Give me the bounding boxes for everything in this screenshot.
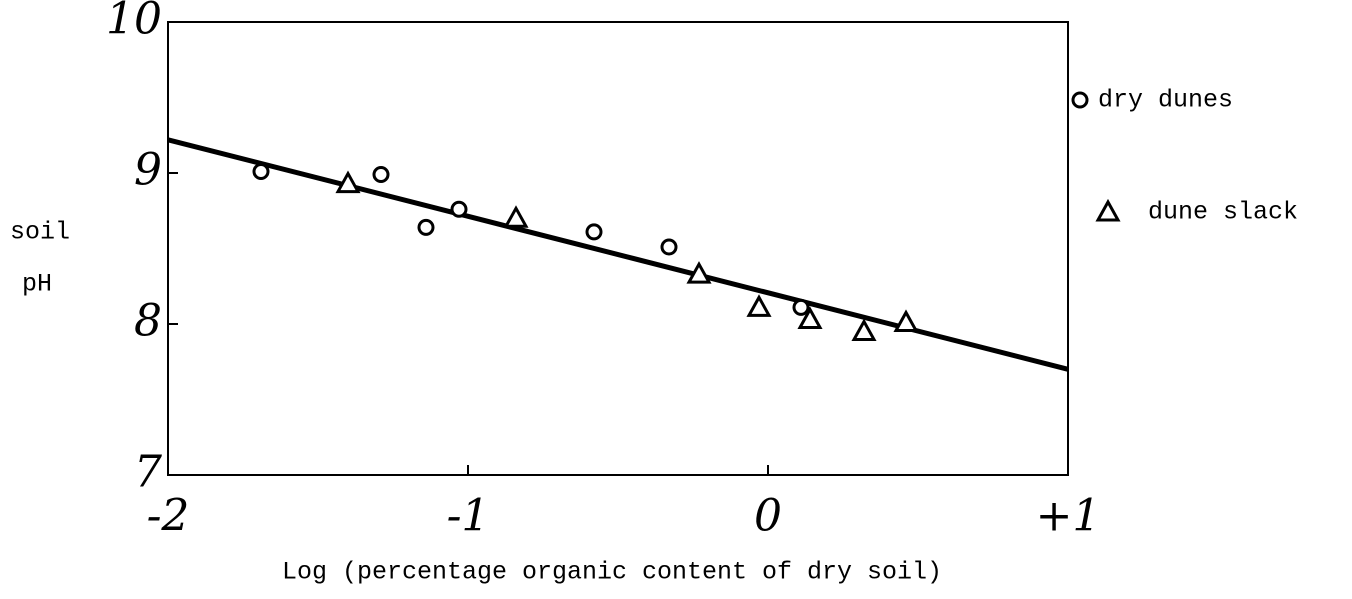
point	[851, 318, 877, 342]
point	[686, 261, 712, 284]
x-tick-label: +1	[1036, 491, 1101, 542]
y-tick-label: 9	[134, 145, 162, 196]
point	[746, 294, 772, 317]
point	[792, 298, 810, 316]
point	[252, 162, 270, 180]
point	[893, 309, 919, 332]
y-axis-label: pH	[22, 270, 52, 299]
legend-label: dry dunes	[1098, 86, 1233, 115]
point	[585, 223, 603, 241]
point	[503, 205, 529, 228]
y-axis-label: soil	[10, 218, 70, 247]
legend-label: dune slack	[1148, 198, 1298, 227]
plot-frame	[167, 21, 1069, 476]
legend-marker	[1071, 91, 1089, 109]
legend-marker	[1095, 198, 1121, 222]
x-tick-label: 0	[754, 491, 782, 542]
point	[417, 218, 435, 236]
y-tick-label: 10	[106, 0, 162, 45]
point	[450, 200, 468, 218]
y-tick-label: 7	[134, 447, 162, 498]
x-axis-label: Log (percentage organic content of dry s…	[282, 558, 942, 587]
point	[797, 306, 823, 329]
point	[660, 238, 678, 256]
x-tick-label: -1	[447, 491, 490, 542]
trend-line	[167, 137, 1069, 372]
x-tick-label: -2	[147, 491, 190, 542]
y-tick-label: 8	[134, 296, 162, 347]
point	[335, 170, 361, 194]
point	[372, 166, 390, 184]
